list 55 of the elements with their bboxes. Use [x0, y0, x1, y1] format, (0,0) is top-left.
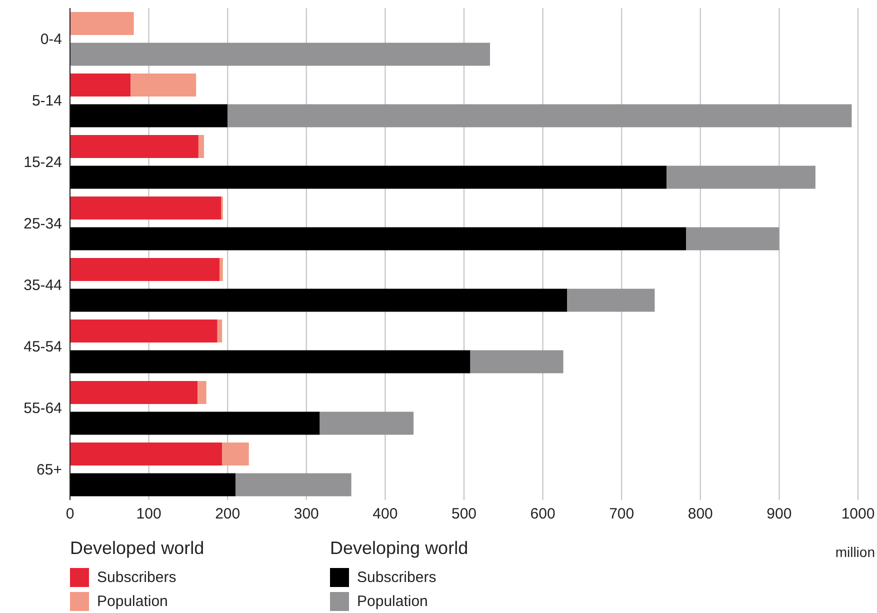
x-tick-label: 300: [294, 506, 319, 523]
bar: [70, 42, 490, 66]
bar: [70, 12, 134, 35]
bar: [70, 442, 222, 466]
text: Developing world: [330, 538, 470, 559]
bar: [70, 258, 220, 281]
bar: [70, 473, 236, 496]
bar: [686, 227, 780, 250]
text: Subscribers: [357, 568, 436, 586]
x-tick-label: 0: [66, 506, 74, 523]
y-tick-label: 25-34: [24, 216, 62, 232]
y-tick-label: 55-64: [24, 400, 62, 417]
x-tick-label: 400: [372, 506, 398, 523]
bar: [70, 135, 198, 158]
x-tick-label: 700: [609, 506, 634, 523]
bar: [470, 350, 564, 374]
y-tick-label: 0-4: [40, 31, 62, 48]
y-tick-label: 65+: [36, 462, 62, 478]
bar: [320, 412, 414, 435]
bar: [217, 320, 222, 342]
bar: [235, 473, 352, 496]
legend-label: Population: [97, 592, 168, 610]
bar: [220, 258, 223, 281]
x-tick-label: 100: [136, 506, 162, 523]
bar: [70, 412, 320, 435]
x-tick-label: 1000: [841, 506, 875, 523]
x-tick-label: 500: [451, 506, 477, 523]
y-tick-label: 45-54: [24, 338, 62, 356]
bar: [130, 74, 196, 96]
bar: [198, 381, 206, 404]
text: Population: [357, 592, 428, 610]
bar: [567, 288, 655, 312]
bar: [70, 288, 568, 312]
bar: [70, 74, 131, 96]
x-tick-label: 900: [766, 506, 792, 523]
y-tick-label: 35-44: [24, 277, 62, 294]
bar: [198, 135, 204, 158]
bar: [70, 350, 470, 374]
legend-label: Subscribers: [97, 568, 176, 586]
bar: [70, 104, 228, 128]
bar: [222, 442, 249, 466]
bar: [228, 104, 852, 128]
x-tick-label: 600: [530, 506, 556, 523]
bar: [70, 196, 222, 220]
x-axis-title: million: [835, 544, 875, 560]
x-tick-label: 200: [215, 506, 240, 523]
y-tick-label: 15-24: [24, 154, 62, 171]
bar: [70, 381, 198, 404]
y-tick-label: 5-14: [32, 92, 62, 110]
bar: [70, 227, 686, 250]
bar: [666, 166, 816, 189]
bar: [70, 320, 218, 342]
bar: [70, 166, 667, 189]
text: Developed world: [70, 538, 206, 559]
x-tick-label: 800: [688, 506, 713, 523]
